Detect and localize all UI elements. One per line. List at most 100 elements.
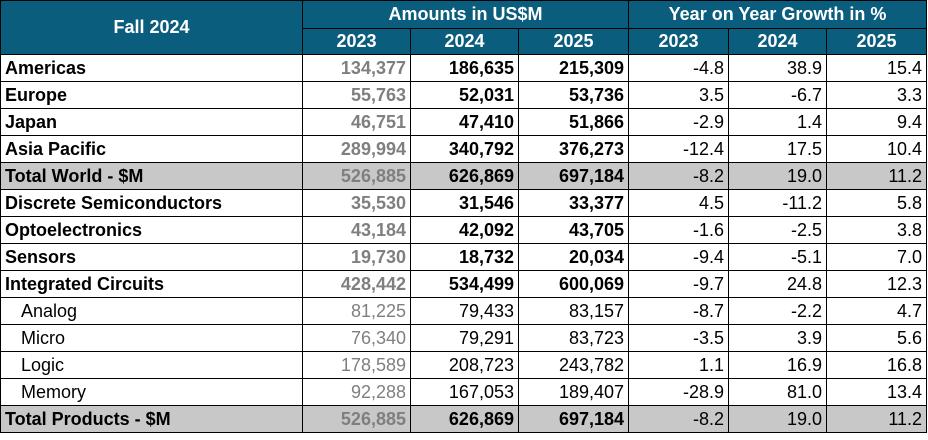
amount-2023-cell: 289,994 xyxy=(302,135,411,163)
row-label: Total World - $M xyxy=(0,162,303,190)
amount-2025-cell: 83,157 xyxy=(517,297,630,325)
amount-2024-cell: 79,433 xyxy=(410,297,519,325)
table-row: Analog 81,225 79,433 83,157 -8.7 -2.2 4.7 xyxy=(0,297,928,325)
growth-2024-cell: -11.2 xyxy=(728,189,828,217)
growth-2023-cell: -8.2 xyxy=(628,162,730,190)
row-label: Logic xyxy=(0,351,303,379)
table-row: Asia Pacific 289,994 340,792 376,273 -12.4 17… xyxy=(0,135,928,163)
amount-2023-cell: 76,340 xyxy=(302,324,411,352)
amount-2023-cell: 19,730 xyxy=(302,243,411,271)
growth-2025-cell: 12.3 xyxy=(826,270,928,298)
growth-2024-cell: -2.2 xyxy=(728,297,828,325)
table-row: Japan 46,751 47,410 51,866 -2.9 1.4 9.4 xyxy=(0,108,928,136)
growth-2024-cell: 3.9 xyxy=(728,324,828,352)
growth-2023-cell: -28.9 xyxy=(628,378,730,406)
growth-2023-cell: 4.5 xyxy=(628,189,730,217)
amount-2024-cell: 31,546 xyxy=(410,189,519,217)
row-label: Memory xyxy=(0,378,303,406)
growth-2025-cell: 5.6 xyxy=(826,324,928,352)
growth-2023-cell: 1.1 xyxy=(628,351,730,379)
table-row: Americas 134,377 186,635 215,309 -4.8 38.9 15.… xyxy=(0,54,928,82)
growth-2025-cell: 13.4 xyxy=(826,378,928,406)
growth-2025-cell: 10.4 xyxy=(826,135,928,163)
growth-2025-cell: 5.8 xyxy=(826,189,928,217)
growth-2025-cell: 9.4 xyxy=(826,108,928,136)
growth-2023-cell: -2.9 xyxy=(628,108,730,136)
row-label: Europe xyxy=(0,81,303,109)
amount-2023-cell: 81,225 xyxy=(302,297,411,325)
amounts-group-header: Amounts in US$M xyxy=(301,0,630,29)
amount-2024-cell: 18,732 xyxy=(410,243,519,271)
growth-2025-cell: 4.7 xyxy=(826,297,928,325)
amount-2025-cell: 243,782 xyxy=(517,351,630,379)
amount-2024-cell: 79,291 xyxy=(410,324,519,352)
table-row: Memory 92,288 167,053 189,407 -28.9 81.0 13.4 xyxy=(0,378,928,406)
growth-2024-cell: 24.8 xyxy=(728,270,828,298)
growth-2025-cell: 11.2 xyxy=(826,405,928,433)
row-label: Micro xyxy=(0,324,303,352)
amount-2025-cell: 83,723 xyxy=(517,324,630,352)
amount-2024-cell: 47,410 xyxy=(410,108,519,136)
amount-2023-cell: 35,530 xyxy=(302,189,411,217)
amount-2025-cell: 43,705 xyxy=(517,216,630,244)
row-label: Total Products - $M xyxy=(0,405,303,433)
year-header: 2025 xyxy=(517,28,630,55)
header-row-years: 2023 2024 2025 2023 2024 2025 xyxy=(1,28,928,55)
amount-2023-cell: 526,885 xyxy=(302,162,411,190)
amount-2023-cell: 43,184 xyxy=(302,216,411,244)
amount-2025-cell: 215,309 xyxy=(517,54,630,82)
table-row: Integrated Circuits 428,442 534,499 600,069… xyxy=(0,270,928,298)
row-label: Discrete Semiconductors xyxy=(0,189,303,217)
amount-2025-cell: 33,377 xyxy=(517,189,630,217)
growth-2023-cell: -3.5 xyxy=(628,324,730,352)
corner-header: Fall 2024 xyxy=(0,0,303,55)
growth-2023-cell: -4.8 xyxy=(628,54,730,82)
amount-2023-cell: 46,751 xyxy=(302,108,411,136)
growth-2024-cell: 1.4 xyxy=(728,108,828,136)
growth-2023-cell: 3.5 xyxy=(628,81,730,109)
total-row: Total Products - $M 526,885 626,869 697,184… xyxy=(0,405,928,433)
row-label: Asia Pacific xyxy=(0,135,303,163)
amount-2023-cell: 178,589 xyxy=(302,351,411,379)
growth-2023-cell: -12.4 xyxy=(628,135,730,163)
row-label: Japan xyxy=(0,108,303,136)
growth-2025-cell: 16.8 xyxy=(826,351,928,379)
total-row: Total World - $M 526,885 626,869 697,184 -8.… xyxy=(0,162,928,190)
growth-2024-cell: 38.9 xyxy=(728,54,828,82)
table-row: Micro 76,340 79,291 83,723 -3.5 3.9 5.6 xyxy=(0,324,928,352)
growth-2024-cell: 19.0 xyxy=(728,162,828,190)
growth-2024-cell: 16.9 xyxy=(728,351,828,379)
header-row-groups: Fall 2024 Amounts in US$M Year on Year G… xyxy=(0,0,928,55)
year-header: 2023 xyxy=(628,28,730,55)
growth-2024-cell: 81.0 xyxy=(728,378,828,406)
amount-2025-cell: 697,184 xyxy=(517,405,630,433)
amount-2024-cell: 340,792 xyxy=(410,135,519,163)
growth-2023-cell: -8.7 xyxy=(628,297,730,325)
amount-2023-cell: 134,377 xyxy=(302,54,411,82)
amount-2024-cell: 167,053 xyxy=(410,378,519,406)
year-header: 2024 xyxy=(410,28,519,55)
table-row: Europe 55,763 52,031 53,736 3.5 -6.7 3.3 xyxy=(0,81,928,109)
amount-2024-cell: 52,031 xyxy=(410,81,519,109)
amount-2023-cell: 92,288 xyxy=(302,378,411,406)
amount-2025-cell: 697,184 xyxy=(517,162,630,190)
amount-2025-cell: 189,407 xyxy=(517,378,630,406)
growth-2024-cell: -5.1 xyxy=(728,243,828,271)
amount-2024-cell: 534,499 xyxy=(410,270,519,298)
table-row: Logic 178,589 208,723 243,782 1.1 16.9 16.8 xyxy=(0,351,928,379)
table-row: Discrete Semiconductors 35,530 31,546 33,37… xyxy=(0,189,928,217)
growth-2025-cell: 3.8 xyxy=(826,216,928,244)
row-label: Analog xyxy=(0,297,303,325)
amount-2023-cell: 55,763 xyxy=(302,81,411,109)
table-row: Sensors 19,730 18,732 20,034 -9.4 -5.1 7.0 xyxy=(0,243,928,271)
row-label: Americas xyxy=(0,54,303,82)
amount-2024-cell: 208,723 xyxy=(410,351,519,379)
growth-2024-cell: -6.7 xyxy=(728,81,828,109)
row-label: Sensors xyxy=(0,243,303,271)
amount-2023-cell: 526,885 xyxy=(302,405,411,433)
growth-group-header: Year on Year Growth in % xyxy=(628,0,928,29)
amount-2024-cell: 626,869 xyxy=(410,162,519,190)
row-label: Optoelectronics xyxy=(0,216,303,244)
growth-2025-cell: 11.2 xyxy=(826,162,928,190)
